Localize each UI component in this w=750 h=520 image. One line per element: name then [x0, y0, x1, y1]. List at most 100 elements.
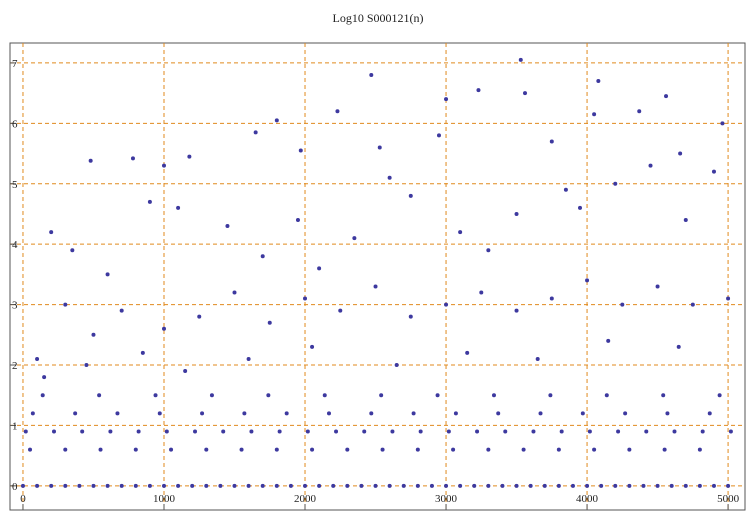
point — [169, 447, 174, 452]
point — [641, 483, 646, 488]
point — [49, 230, 54, 235]
point — [105, 272, 110, 277]
point — [580, 411, 585, 416]
point — [298, 148, 303, 153]
point — [503, 429, 508, 434]
point — [390, 429, 395, 434]
point — [105, 483, 110, 488]
point — [587, 429, 592, 434]
point — [183, 369, 188, 374]
point — [204, 447, 209, 452]
point — [578, 205, 583, 210]
point — [274, 483, 279, 488]
point — [147, 483, 152, 488]
point — [678, 151, 683, 156]
chart-title: Log10 S000121(n) — [333, 11, 424, 25]
point — [176, 483, 181, 488]
point — [549, 139, 554, 144]
point — [266, 393, 271, 398]
point — [84, 363, 89, 368]
point — [133, 447, 138, 452]
point — [444, 302, 449, 307]
point — [486, 248, 491, 253]
point — [411, 411, 416, 416]
point — [130, 156, 135, 161]
point — [616, 429, 621, 434]
point — [28, 447, 33, 452]
y-tick-label: 1 — [12, 420, 18, 432]
point — [288, 483, 293, 488]
point — [585, 483, 590, 488]
point — [606, 338, 611, 343]
point — [232, 483, 237, 488]
point — [486, 447, 491, 452]
point — [80, 429, 85, 434]
point — [726, 483, 731, 488]
point — [260, 254, 265, 259]
point — [119, 308, 124, 313]
point — [556, 447, 561, 452]
point — [334, 429, 339, 434]
y-tick-label: 3 — [12, 300, 18, 312]
point — [472, 483, 477, 488]
point — [161, 326, 166, 331]
point — [683, 483, 688, 488]
point — [362, 429, 367, 434]
point — [284, 411, 289, 416]
point — [63, 483, 68, 488]
point — [644, 429, 649, 434]
point — [538, 411, 543, 416]
point — [436, 133, 441, 138]
point — [91, 483, 96, 488]
x-tick-label: 5000 — [717, 493, 740, 505]
plot-frame — [9, 42, 746, 511]
point — [153, 393, 158, 398]
point — [559, 429, 564, 434]
point — [662, 447, 667, 452]
point — [599, 483, 604, 488]
point — [665, 411, 670, 416]
point — [379, 393, 384, 398]
point — [73, 411, 78, 416]
point — [387, 175, 392, 180]
point — [253, 130, 258, 135]
point — [157, 411, 162, 416]
y-tick-label: 5 — [12, 179, 18, 191]
point — [30, 411, 35, 416]
point — [147, 199, 152, 204]
point — [549, 296, 554, 301]
point — [387, 483, 392, 488]
point — [648, 163, 653, 168]
point — [707, 411, 712, 416]
x-tick-label: 1000 — [153, 493, 176, 505]
point — [200, 411, 205, 416]
point — [310, 344, 315, 349]
point — [476, 88, 481, 93]
point — [40, 393, 45, 398]
point — [700, 429, 705, 434]
point — [218, 483, 223, 488]
point — [242, 411, 247, 416]
point — [661, 393, 666, 398]
point — [193, 429, 198, 434]
point — [486, 483, 491, 488]
point — [246, 356, 251, 361]
point — [88, 158, 93, 163]
point — [728, 429, 733, 434]
point — [161, 483, 166, 488]
point — [623, 411, 628, 416]
point — [521, 447, 526, 452]
point — [620, 302, 625, 307]
point — [408, 314, 413, 319]
point — [249, 429, 254, 434]
point — [221, 429, 226, 434]
point — [70, 248, 75, 253]
y-tick-label: 0 — [12, 481, 18, 493]
point — [164, 429, 169, 434]
point — [720, 121, 725, 126]
point — [585, 278, 590, 283]
y-tick-label: 7 — [12, 58, 18, 70]
point — [523, 91, 528, 96]
point — [51, 429, 56, 434]
